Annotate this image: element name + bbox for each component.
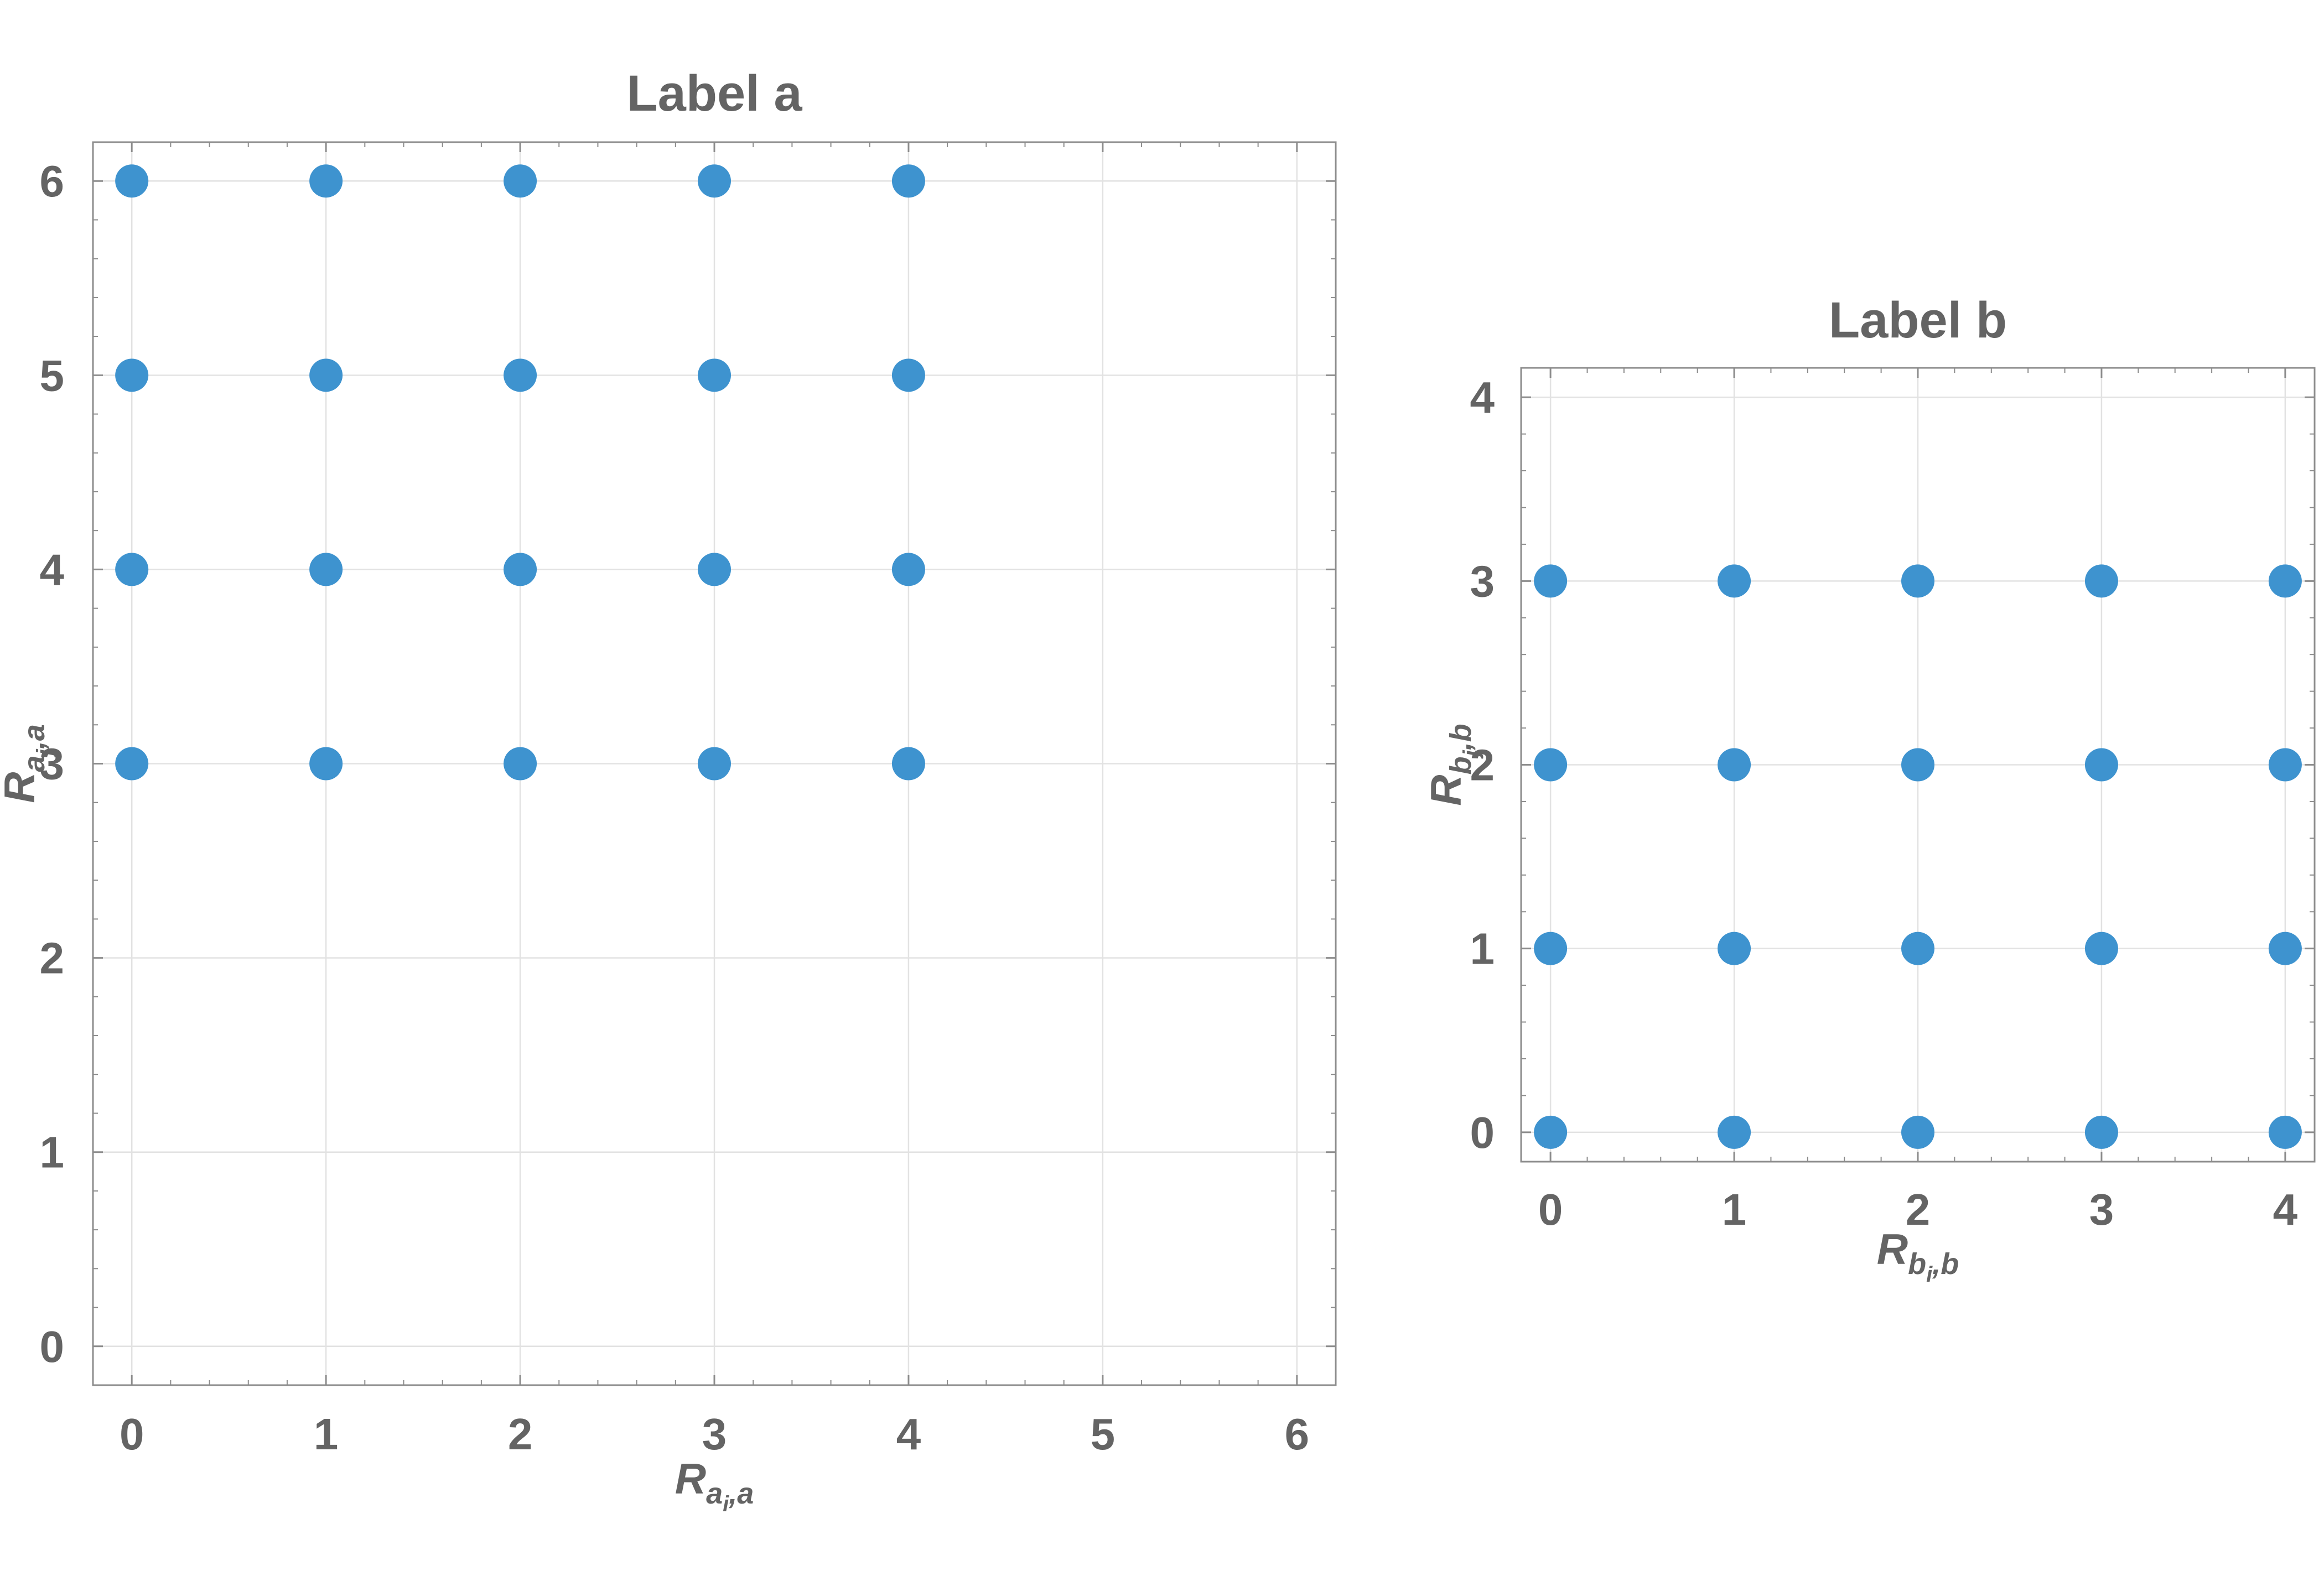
- x-tick-label-2: 2: [508, 1409, 533, 1459]
- y-tick-label-0: 0: [1470, 1108, 1495, 1157]
- y-tick-label-0: 0: [40, 1322, 65, 1371]
- data-point: [891, 164, 925, 198]
- axis-label-subsub: i: [1926, 1262, 1933, 1287]
- x-tick-label-6: 6: [1285, 1409, 1310, 1459]
- data-point: [2084, 564, 2118, 598]
- data-point: [1901, 932, 1934, 965]
- data-point: [891, 553, 925, 586]
- data-point: [1901, 1115, 1934, 1149]
- y-axis-label: Raj,a: [0, 724, 57, 803]
- data-point: [698, 553, 731, 586]
- y-tick-label-4: 4: [40, 545, 65, 594]
- y-axis-label: Rbj,b: [1422, 724, 1483, 805]
- y-tick-label-5: 5: [40, 351, 65, 400]
- data-point: [309, 358, 343, 392]
- data-point: [1718, 564, 1751, 598]
- axis-label-tail: ,b: [1444, 724, 1477, 751]
- y-tick-label-6: 6: [40, 157, 65, 206]
- data-point: [698, 358, 731, 392]
- data-point: [1718, 1115, 1751, 1149]
- axis-label-main: R: [0, 772, 44, 803]
- data-point: [1534, 564, 1568, 598]
- data-point: [1718, 932, 1751, 965]
- data-point: [115, 553, 149, 586]
- data-point: [2084, 1115, 2118, 1149]
- axis-label-main: R: [675, 1454, 706, 1503]
- axis-label-sub: a: [706, 1477, 723, 1510]
- chart-title: Label a: [626, 65, 802, 122]
- x-tick-label-1: 1: [1722, 1185, 1747, 1234]
- data-point: [2268, 564, 2302, 598]
- data-point: [504, 164, 537, 198]
- axis-label-sub: b: [1444, 756, 1477, 774]
- data-point: [309, 747, 343, 781]
- data-point: [504, 358, 537, 392]
- data-point: [1534, 932, 1568, 965]
- data-point: [504, 553, 537, 586]
- x-tick-label-0: 0: [1538, 1185, 1563, 1234]
- axis-label-tail: ,a: [18, 724, 51, 750]
- data-point: [309, 164, 343, 198]
- data-point: [1534, 748, 1568, 782]
- y-tick-label-2: 2: [40, 934, 65, 983]
- x-tick-label-4: 4: [2273, 1185, 2298, 1234]
- data-point: [891, 358, 925, 392]
- axis-label-subsub: j: [33, 748, 57, 758]
- x-tick-label-5: 5: [1091, 1409, 1116, 1459]
- data-point: [115, 747, 149, 781]
- data-point: [2268, 932, 2302, 965]
- data-point: [115, 164, 149, 198]
- chart-title: Label b: [1829, 292, 2007, 349]
- axis-label-subsub: j: [1459, 750, 1483, 759]
- x-tick-label-1: 1: [314, 1409, 339, 1459]
- data-point: [891, 747, 925, 781]
- y-tick-label-2: 2: [1470, 741, 1495, 790]
- axis-label-main: R: [1422, 774, 1470, 805]
- data-point: [504, 747, 537, 781]
- data-point: [2268, 1115, 2302, 1149]
- x-tick-label-2: 2: [1906, 1185, 1931, 1234]
- data-point: [1534, 1115, 1568, 1149]
- y-tick-label-1: 1: [1470, 924, 1495, 974]
- data-point: [2268, 748, 2302, 782]
- data-point: [2084, 748, 2118, 782]
- x-tick-label-3: 3: [702, 1409, 727, 1459]
- data-point: [698, 747, 731, 781]
- data-point: [1901, 564, 1934, 598]
- x-tick-label-0: 0: [120, 1409, 144, 1459]
- axis-label-tail: ,a: [728, 1477, 754, 1510]
- axis-label-sub: b: [1908, 1247, 1926, 1281]
- y-tick-label-3: 3: [40, 740, 65, 789]
- x-tick-label-4: 4: [896, 1409, 921, 1459]
- data-point: [2084, 932, 2118, 965]
- axis-label-tail: ,b: [1932, 1247, 1959, 1281]
- x-axis-label: Rbi,b: [1877, 1225, 1959, 1287]
- x-tick-label-3: 3: [2089, 1185, 2114, 1234]
- axis-label-sub: a: [18, 755, 51, 772]
- data-point: [1901, 748, 1934, 782]
- x-axis-label: Rai,a: [675, 1454, 754, 1516]
- data-point: [1718, 748, 1751, 782]
- y-tick-label-1: 1: [40, 1128, 65, 1177]
- data-point: [698, 164, 731, 198]
- axis-label-subsub: i: [723, 1492, 729, 1516]
- data-point: [309, 553, 343, 586]
- y-tick-label-3: 3: [1470, 556, 1495, 606]
- data-point: [115, 358, 149, 392]
- axis-label-main: R: [1877, 1225, 1908, 1273]
- y-tick-label-4: 4: [1470, 373, 1495, 422]
